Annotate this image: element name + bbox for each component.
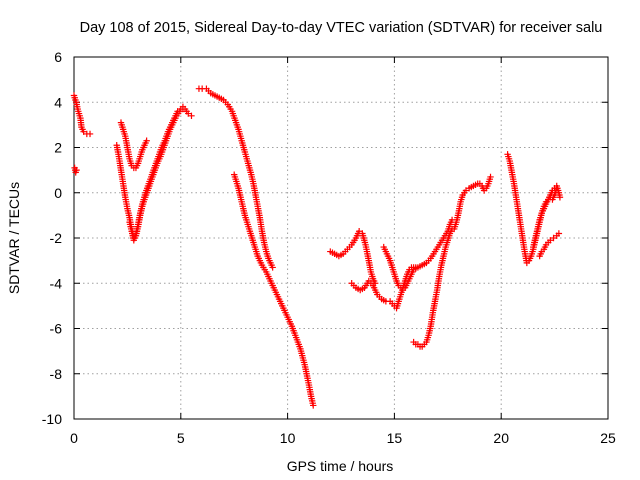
x-tick-label: 10 [280, 430, 296, 446]
series-track-0 [71, 164, 80, 176]
data-point [310, 402, 317, 409]
series-track-6 [231, 171, 317, 409]
y-tick-label: 4 [54, 94, 62, 110]
data-points [70, 85, 564, 409]
y-tick-label: 2 [54, 140, 62, 156]
y-tick-label: -2 [50, 230, 63, 246]
data-point [185, 110, 192, 117]
series-track-12 [536, 230, 563, 260]
y-tick-label: -10 [42, 411, 62, 427]
grid [74, 57, 608, 419]
x-tick-label: 20 [493, 430, 509, 446]
series-track-3 [117, 119, 150, 172]
data-point [179, 105, 187, 113]
data-point [188, 112, 195, 120]
data-point [269, 264, 276, 271]
x-tick-label: 25 [600, 430, 616, 446]
data-point [462, 187, 470, 194]
x-tick-label: 15 [387, 430, 403, 446]
series-track-9 [380, 216, 456, 294]
axis-ticks [73, 56, 609, 420]
series-track-13 [530, 182, 564, 251]
data-point [547, 237, 554, 244]
y-tick-label: 0 [54, 185, 62, 201]
x-tick-label: 0 [70, 430, 78, 446]
series-track-4 [126, 105, 187, 244]
y-axis-label: SDTVAR / TECUs [6, 182, 22, 294]
x-axis-label: GPS time / hours [287, 458, 394, 474]
data-point [176, 108, 183, 115]
data-point [487, 173, 494, 181]
data-point [86, 130, 94, 138]
y-tick-label: -8 [50, 366, 63, 382]
chart-title: Day 108 of 2015, Sidereal Day-to-day VTE… [80, 20, 603, 36]
data-point [556, 194, 564, 201]
series-track-1 [70, 92, 94, 138]
data-point [555, 230, 563, 237]
data-point [355, 228, 363, 235]
x-tick-label: 5 [177, 430, 185, 446]
series-track-8 [348, 264, 419, 312]
series-track-10 [410, 173, 494, 350]
data-point [143, 137, 150, 144]
series-track-7 [327, 228, 379, 287]
tick-labels: 0 5 10 15 20 25 -10 -8 -6 -4 -2 0 2 4 6 [42, 49, 616, 446]
y-tick-label: -4 [50, 275, 63, 291]
y-tick-label: -6 [50, 321, 63, 337]
data-point [80, 128, 87, 135]
data-point [550, 234, 557, 242]
data-point [73, 166, 80, 174]
series-track-11 [504, 151, 560, 267]
y-tick-label: 6 [54, 49, 62, 65]
series-track-5 [195, 85, 276, 271]
